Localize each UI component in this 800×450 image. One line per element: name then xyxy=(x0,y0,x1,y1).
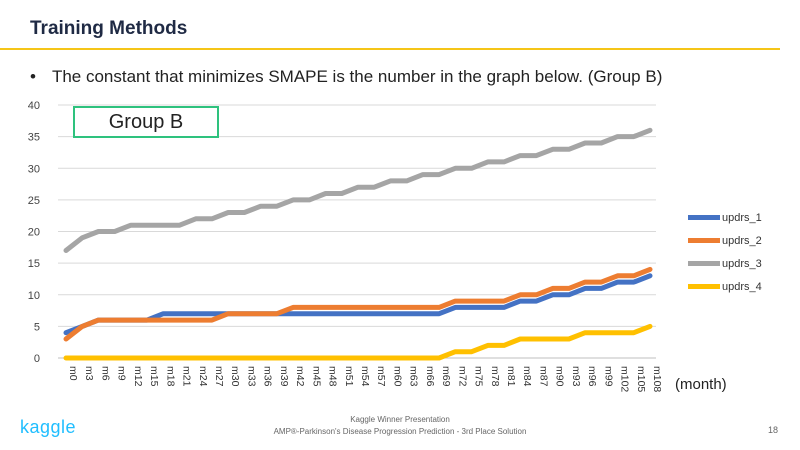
x-tick-label: m102 xyxy=(619,366,631,392)
legend-item: updrs_2 xyxy=(688,229,762,252)
y-tick-label: 20 xyxy=(28,227,40,239)
x-tick-label: m75 xyxy=(473,366,485,387)
x-tick-label: m105 xyxy=(635,366,647,392)
y-tick-label: 0 xyxy=(34,353,40,365)
x-tick-label: m45 xyxy=(310,366,322,387)
y-tick-label: 5 xyxy=(34,321,40,333)
x-tick-label: m81 xyxy=(505,366,517,387)
x-tick-label: m42 xyxy=(294,366,306,387)
series-line-updrs-4 xyxy=(63,323,653,361)
x-tick-label: m84 xyxy=(521,366,533,387)
x-tick-label: m48 xyxy=(327,366,339,387)
x-tick-label: m39 xyxy=(278,366,290,387)
x-tick-label: m24 xyxy=(197,366,209,387)
x-tick-label: m57 xyxy=(375,366,387,387)
x-tick-label: m51 xyxy=(343,366,355,387)
x-tick-label: m18 xyxy=(164,366,176,387)
series-line-updrs-1 xyxy=(63,273,653,336)
x-tick-label: m60 xyxy=(391,366,403,387)
x-tick-labels: m0 m3 m6 m9 m12 m15 m18 m21 m24 m27 m30 m33 m36 m39 m4… xyxy=(67,366,663,392)
y-tick-label: 10 xyxy=(28,290,40,302)
group-label: Group B xyxy=(108,110,184,133)
x-tick-label: m12 xyxy=(132,366,144,387)
chart-legend: updrs_1 updrs_2 updrs_3 updrs_4 xyxy=(688,206,762,298)
bullet-point: • The constant that minimizes SMAPE is t… xyxy=(30,67,662,87)
x-tick-label: m54 xyxy=(359,366,371,387)
legend-label: updrs_3 xyxy=(722,257,762,270)
x-tick-label: m30 xyxy=(229,366,241,387)
x-tick-label: m21 xyxy=(181,366,193,387)
title-divider xyxy=(0,48,780,50)
legend-swatch xyxy=(688,261,720,266)
series-line-updrs-2 xyxy=(63,266,653,342)
footer-competition-title: AMP®-Parkinson's Disease Progression Pre… xyxy=(273,427,527,436)
x-tick-label: m9 xyxy=(116,366,128,381)
series-lines xyxy=(63,127,653,361)
x-tick-label: m27 xyxy=(213,366,225,387)
bullet-icon: • xyxy=(30,67,36,86)
x-tick-label: m90 xyxy=(554,366,566,387)
x-tick-label: m87 xyxy=(537,366,549,387)
x-tick-label: m108 xyxy=(651,366,663,392)
x-tick-label: m36 xyxy=(262,366,274,387)
y-tick-label: 40 xyxy=(28,100,40,112)
x-tick-label: m99 xyxy=(602,366,614,387)
legend-label: updrs_1 xyxy=(722,211,762,224)
x-tick-label: m63 xyxy=(408,366,420,387)
x-tick-label: m72 xyxy=(456,366,468,387)
x-tick-label: m0 xyxy=(67,366,79,381)
slide-title: Training Methods xyxy=(30,18,188,39)
legend-item: updrs_1 xyxy=(688,206,762,229)
kaggle-logo: kaggle xyxy=(20,417,77,437)
y-tick-label: 30 xyxy=(28,163,40,175)
x-tick-label: m15 xyxy=(148,366,160,387)
x-tick-label: m78 xyxy=(489,366,501,387)
x-tick-label: m3 xyxy=(83,366,95,381)
bullet-text: The constant that minimizes SMAPE is the… xyxy=(51,67,663,86)
x-tick-label: m93 xyxy=(570,366,582,387)
footer-presentation-title: Kaggle Winner Presentation xyxy=(350,415,450,424)
legend-label: updrs_4 xyxy=(722,280,762,293)
x-tick-label: m6 xyxy=(99,366,111,381)
y-tick-labels: 0 5 10 15 20 25 30 35 40 xyxy=(28,100,40,365)
x-tick-label: m96 xyxy=(586,366,598,387)
legend-swatch xyxy=(688,284,720,289)
y-tick-label: 25 xyxy=(28,195,40,207)
series-line-updrs-3 xyxy=(63,127,653,253)
legend-swatch xyxy=(688,238,720,243)
legend-item: updrs_4 xyxy=(688,275,762,298)
x-tick-label: m33 xyxy=(245,366,257,387)
page-number: 18 xyxy=(768,425,779,435)
legend-item: updrs_3 xyxy=(688,252,762,275)
legend-swatch xyxy=(688,215,720,220)
y-tick-label: 15 xyxy=(28,258,40,270)
y-tick-label: 35 xyxy=(28,132,40,144)
legend-label: updrs_2 xyxy=(722,234,762,247)
x-axis-unit-label: (month) xyxy=(675,376,727,393)
x-tick-label: m69 xyxy=(440,366,452,387)
x-tick-label: m66 xyxy=(424,366,436,387)
group-label-box: Group B xyxy=(73,106,219,138)
